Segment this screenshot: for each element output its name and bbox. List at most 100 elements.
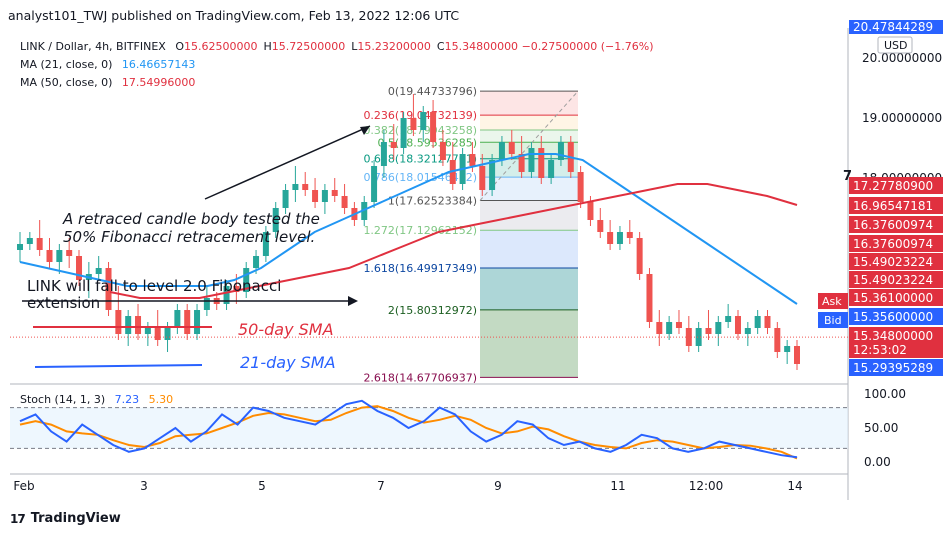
candle-body	[754, 316, 761, 328]
candle-body	[184, 310, 191, 334]
stoch-k-value: 7.23	[114, 393, 140, 406]
candle-body	[508, 142, 515, 154]
price-tag-label: 17.27780900	[853, 179, 933, 193]
price-tag-label: 16.96547181	[853, 199, 933, 213]
candle-body	[725, 316, 732, 322]
price-tag	[849, 235, 943, 252]
fib-level-label: 1.618(16.49917349)	[363, 262, 477, 275]
candle-body	[587, 202, 594, 220]
candle-body	[675, 322, 682, 328]
ma21-label: MA (21, close, 0)	[20, 58, 113, 71]
fib-level-label: 1.272(17.12962152)	[363, 224, 477, 237]
change-value: −0.27500000 (−1.76%)	[521, 40, 654, 53]
candle-body	[469, 154, 476, 166]
candle-body	[636, 238, 643, 274]
fib-level-label: 0.618(18.32127701)	[363, 153, 477, 166]
stoch-tick-label: 50.00	[864, 421, 898, 435]
candle-body	[380, 142, 387, 166]
ma21-line	[19, 153, 798, 305]
candle-body	[243, 268, 250, 292]
fib-zone-band	[480, 177, 578, 201]
candle-body	[282, 190, 289, 208]
time-tick-label: 12:00	[689, 479, 724, 493]
ohlc-value: 15.34800000	[444, 40, 519, 53]
candle-body	[194, 310, 201, 334]
fib-trend-line	[479, 90, 579, 201]
candle-body	[174, 310, 181, 328]
price-tag-label: 16.37600974	[853, 218, 933, 232]
stoch-band	[10, 407, 848, 449]
candle-body	[528, 148, 535, 172]
currency-badge	[877, 36, 913, 54]
ohlc-value: 15.62500000	[184, 40, 258, 53]
ohlc-key: H	[263, 40, 272, 53]
candle-body	[46, 250, 53, 262]
candle-body	[203, 298, 210, 310]
price-tag	[849, 216, 943, 233]
time-tick-label: 3	[140, 479, 148, 493]
footer-brand: TradingView	[30, 511, 121, 526]
candle-body	[223, 286, 230, 304]
axis-marker: 7	[843, 169, 852, 184]
top-price-label: 20.47844289	[853, 20, 933, 34]
candle-body	[420, 112, 427, 130]
price-tick-label: 20.00000000	[862, 51, 942, 65]
candle-body	[430, 112, 437, 142]
price-tag	[849, 271, 943, 288]
candle-body	[115, 310, 122, 334]
arrow-head-icon	[348, 296, 358, 306]
candle-body	[764, 316, 771, 328]
currency-label: USD	[884, 39, 908, 52]
candle-body	[164, 328, 171, 340]
sma21-key-line	[34, 364, 203, 368]
trend-arrow-up	[204, 125, 371, 200]
ma50-label: MA (50, close, 0)	[20, 76, 113, 89]
stoch-k-line	[19, 399, 798, 459]
time-tick-label: Feb	[13, 479, 34, 493]
price-tag-label: 12:53:02	[853, 343, 907, 357]
price-tag	[849, 341, 943, 358]
candle-body	[518, 154, 525, 172]
candle-body	[439, 142, 446, 160]
candle-body	[538, 148, 545, 178]
price-tag-label: 15.29395289	[853, 361, 933, 375]
symbol-name: LINK / Dollar, 4h, BITFINEX	[20, 40, 166, 53]
price-tag-label: 16.37600974	[853, 237, 933, 251]
time-tick-label: 9	[494, 479, 502, 493]
candle-body	[734, 316, 741, 334]
candle-body	[774, 328, 781, 352]
tradingview-footer[interactable]: 17 TradingView	[10, 511, 121, 526]
ask-badge	[818, 293, 848, 309]
candle-body	[489, 160, 496, 190]
candle-body	[557, 142, 564, 160]
candle-body	[607, 232, 614, 244]
fib-zone-band	[480, 268, 578, 310]
price-tag	[849, 253, 943, 270]
price-tag-label: 15.34800000	[853, 329, 933, 343]
candle-body	[577, 172, 584, 202]
price-tag-label: 15.36100000	[853, 291, 933, 305]
fib-level-label: 1(17.62523384)	[388, 195, 477, 208]
annotation-note-1-line-2: 50% Fibonacci retracement level.	[63, 228, 315, 246]
candle-body	[794, 346, 800, 364]
ohlc-key: O	[175, 40, 185, 53]
candle-body	[125, 316, 132, 334]
candle-body	[744, 328, 751, 334]
candle-body	[390, 142, 397, 148]
price-tag	[849, 197, 943, 214]
fib-level-label: 0.236(19.04732139)	[363, 109, 477, 122]
arrow-head-icon	[360, 126, 370, 135]
price-tag	[849, 289, 943, 306]
time-tick-label: 11	[610, 479, 625, 493]
bid-label: Bid	[824, 314, 842, 327]
candle-body	[17, 244, 23, 250]
ohlc-value: 15.72500000	[271, 40, 346, 53]
stoch-label: Stoch (14, 1, 3)	[20, 393, 106, 406]
candle-body	[371, 166, 378, 202]
fib-zone-band	[480, 200, 578, 231]
candle-body	[105, 268, 112, 310]
fib-zone-band	[480, 309, 578, 378]
candle-body	[341, 196, 348, 208]
annotation-note-2-line-1: LINK will fall to level 2.0 Fibonacci	[27, 277, 281, 295]
